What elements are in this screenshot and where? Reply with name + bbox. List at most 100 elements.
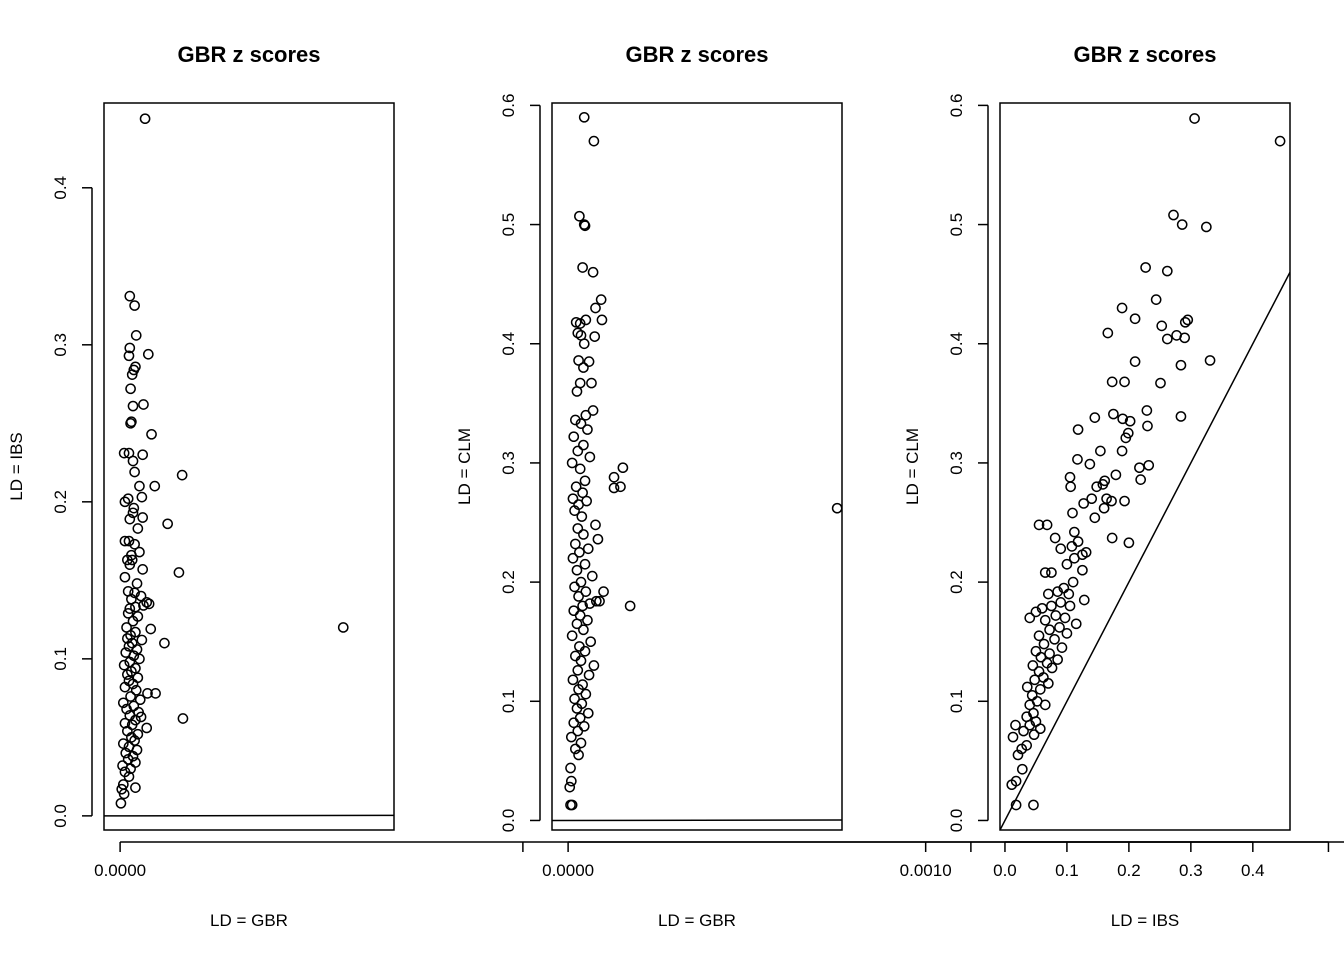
chart-1-point	[125, 691, 136, 702]
chart-2-panel: GBR z scores 0.0000 0.0010 LD = GBR 0.0 0.1 0.…	[455, 42, 1344, 930]
chart-3-point	[1155, 377, 1166, 389]
chart-2-point	[571, 386, 583, 397]
chart-3-point	[1119, 376, 1130, 388]
chart-3-point	[1119, 495, 1130, 507]
chart-3-point	[1097, 479, 1109, 490]
chart-1-point	[122, 493, 134, 505]
chart-2-point	[582, 424, 593, 435]
chart-1-title: GBR z scores	[177, 42, 320, 67]
chart-3-y-axis-label: LD = CLM	[903, 428, 922, 505]
chart-3-y-tick-label: 0.4	[947, 332, 966, 356]
chart-2-point	[583, 356, 595, 367]
chart-3-point	[1067, 576, 1079, 588]
chart-1-reference-line	[104, 814, 394, 817]
chart-1-y-tick-label: 0.2	[51, 490, 70, 514]
chart-3-point	[1061, 628, 1073, 639]
chart-2-point	[575, 418, 587, 429]
chart-3-point	[1091, 481, 1103, 493]
chart-3-point	[1036, 602, 1048, 614]
chart-3-point	[1106, 376, 1118, 388]
chart-3-point	[1168, 209, 1179, 221]
chart-2-point	[572, 445, 584, 457]
chart-3-point	[1021, 681, 1033, 693]
chart-1-point	[137, 512, 149, 523]
chart-2-point	[568, 431, 580, 443]
chart-1-x-axis-label: LD = GBR	[210, 911, 288, 930]
chart-3-point	[1135, 474, 1147, 485]
chart-2-y-tick-label: 0.4	[499, 332, 518, 356]
chart-2-point	[570, 481, 582, 493]
chart-3-point	[1140, 262, 1151, 273]
chart-2-point	[608, 482, 620, 494]
chart-1-point	[139, 113, 151, 125]
chart-1-point	[117, 697, 129, 709]
chart-2-point	[572, 725, 584, 737]
chart-3-x-tick-label: 0.2	[1117, 861, 1141, 880]
chart-2-point	[573, 749, 584, 761]
chart-3-point	[1039, 567, 1051, 578]
chart-3-point	[1084, 458, 1096, 470]
chart-1-point	[124, 342, 136, 354]
chart-3-point	[1007, 731, 1019, 743]
chart-2-point	[578, 439, 589, 451]
chart-1-point	[119, 681, 131, 693]
chart-3-point	[1078, 498, 1090, 509]
chart-1-point	[127, 507, 139, 519]
chart-2-point	[570, 743, 581, 755]
chart-1-point	[132, 523, 144, 534]
chart-1-points	[115, 113, 349, 809]
chart-3-x-tick-label: 0.3	[1179, 861, 1203, 880]
chart-1-point	[145, 623, 157, 635]
chart-3-point	[1033, 630, 1045, 642]
chart-2-point	[567, 552, 579, 564]
chart-2-y-tick-label: 0.3	[499, 451, 518, 475]
chart-2-point	[578, 720, 590, 732]
chart-2-title: GBR z scores	[625, 42, 768, 67]
chart-3-point	[1123, 537, 1135, 549]
chart-2-point	[595, 294, 607, 305]
chart-3-point	[1059, 612, 1071, 624]
chart-1-point	[130, 601, 141, 613]
chart-3-title: GBR z scores	[1073, 42, 1216, 67]
chart-3-point	[1018, 725, 1029, 737]
chart-3-point	[1156, 320, 1168, 332]
chart-3-point	[1065, 481, 1076, 493]
chart-1-point	[132, 728, 144, 740]
chart-3-point	[1204, 355, 1216, 366]
chart-3-point	[1034, 723, 1046, 735]
chart-3-point	[1044, 624, 1055, 636]
chart-2-y-axis-label: LD = CLM	[455, 428, 474, 505]
chart-2-point	[571, 703, 583, 714]
chart-2-point	[570, 414, 581, 426]
chart-2-point	[608, 471, 620, 483]
chart-1-point	[127, 400, 139, 412]
chart-2-y-tick-label: 0.5	[499, 213, 518, 237]
chart-2-point	[590, 302, 601, 314]
chart-1-point	[134, 480, 145, 492]
chart-3-point	[1106, 532, 1118, 544]
chart-2-point	[578, 529, 589, 540]
chart-3-x-tick-label: 0.0	[993, 861, 1017, 880]
chart-3-point	[1120, 432, 1132, 444]
chart-3-point	[1024, 719, 1036, 731]
chart-1-point	[131, 578, 143, 589]
chart-2-point	[624, 600, 636, 612]
chart-3-point	[1028, 729, 1040, 741]
chart-3-point	[1072, 536, 1084, 547]
chart-1-y-tick-label: 0.1	[51, 647, 70, 671]
chart-2-point	[587, 266, 599, 278]
chart-2-point	[566, 630, 578, 642]
chart-1-point	[143, 598, 155, 610]
chart-1-point	[134, 694, 146, 706]
chart-1-point	[129, 735, 140, 746]
chart-2-points	[564, 111, 843, 811]
chart-2-point	[598, 586, 609, 597]
chart-1-point	[124, 290, 136, 302]
chart-1-point	[135, 711, 147, 723]
chart-3-point	[1101, 493, 1112, 505]
chart-3-y-tick-label: 0.1	[947, 689, 966, 713]
chart-2-point	[580, 586, 592, 597]
chart-2-point	[589, 331, 601, 342]
chart-3-y-tick-label: 0.3	[947, 451, 966, 475]
chart-3-point	[1030, 645, 1042, 657]
